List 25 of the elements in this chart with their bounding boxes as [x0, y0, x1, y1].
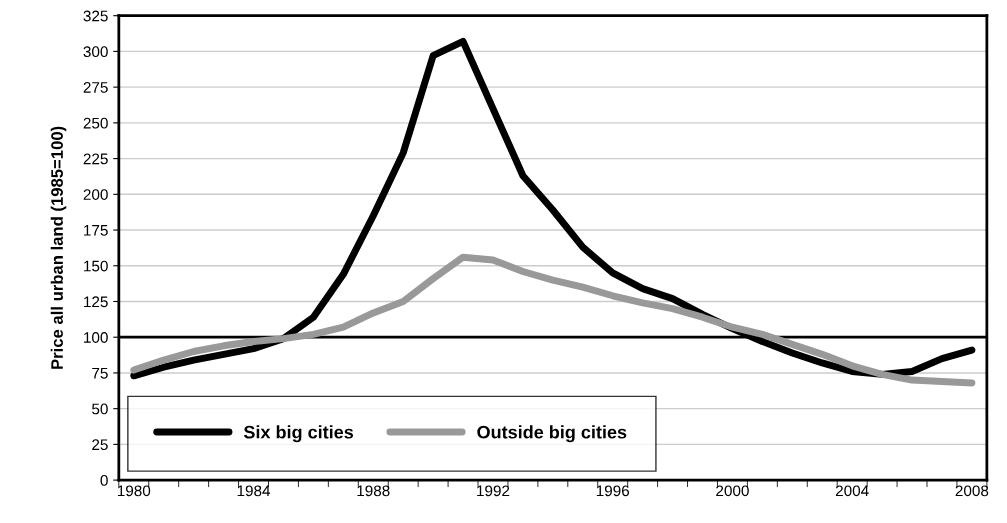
y-tick-label: 75	[92, 367, 108, 379]
y-tick-label: 300	[83, 46, 108, 58]
x-tick-label: 2008	[955, 485, 989, 497]
y-tick-label: 150	[84, 260, 108, 272]
y-tick-label: 250	[83, 117, 108, 129]
y-tick-label: 50	[92, 403, 108, 415]
y-tick-label: 100	[84, 332, 108, 343]
x-tick-label: 2000	[716, 485, 749, 497]
x-tick-label: 2004	[835, 485, 869, 497]
y-tick-label: 325	[83, 10, 108, 22]
x-tick-label: 1984	[237, 485, 271, 497]
y-tick-label: 225	[83, 153, 108, 165]
x-tick-label: 1992	[477, 485, 510, 497]
y-axis-title: Price all urban land (1985=100)	[50, 126, 67, 369]
y-tick-label: 275	[83, 82, 108, 93]
y-tick-label: 0	[100, 474, 108, 486]
x-tick-label: 1980	[117, 485, 151, 497]
y-tick-label: 175	[84, 225, 108, 236]
x-tick-label: 1996	[596, 485, 630, 497]
legend-label: Six big cities	[243, 425, 354, 443]
legend-label: Outside big cities	[477, 425, 627, 443]
y-tick-label: 25	[92, 439, 108, 451]
y-tick-label: 125	[84, 296, 108, 308]
x-tick-label: 1988	[357, 485, 390, 497]
y-tick-label: 200	[83, 189, 108, 200]
